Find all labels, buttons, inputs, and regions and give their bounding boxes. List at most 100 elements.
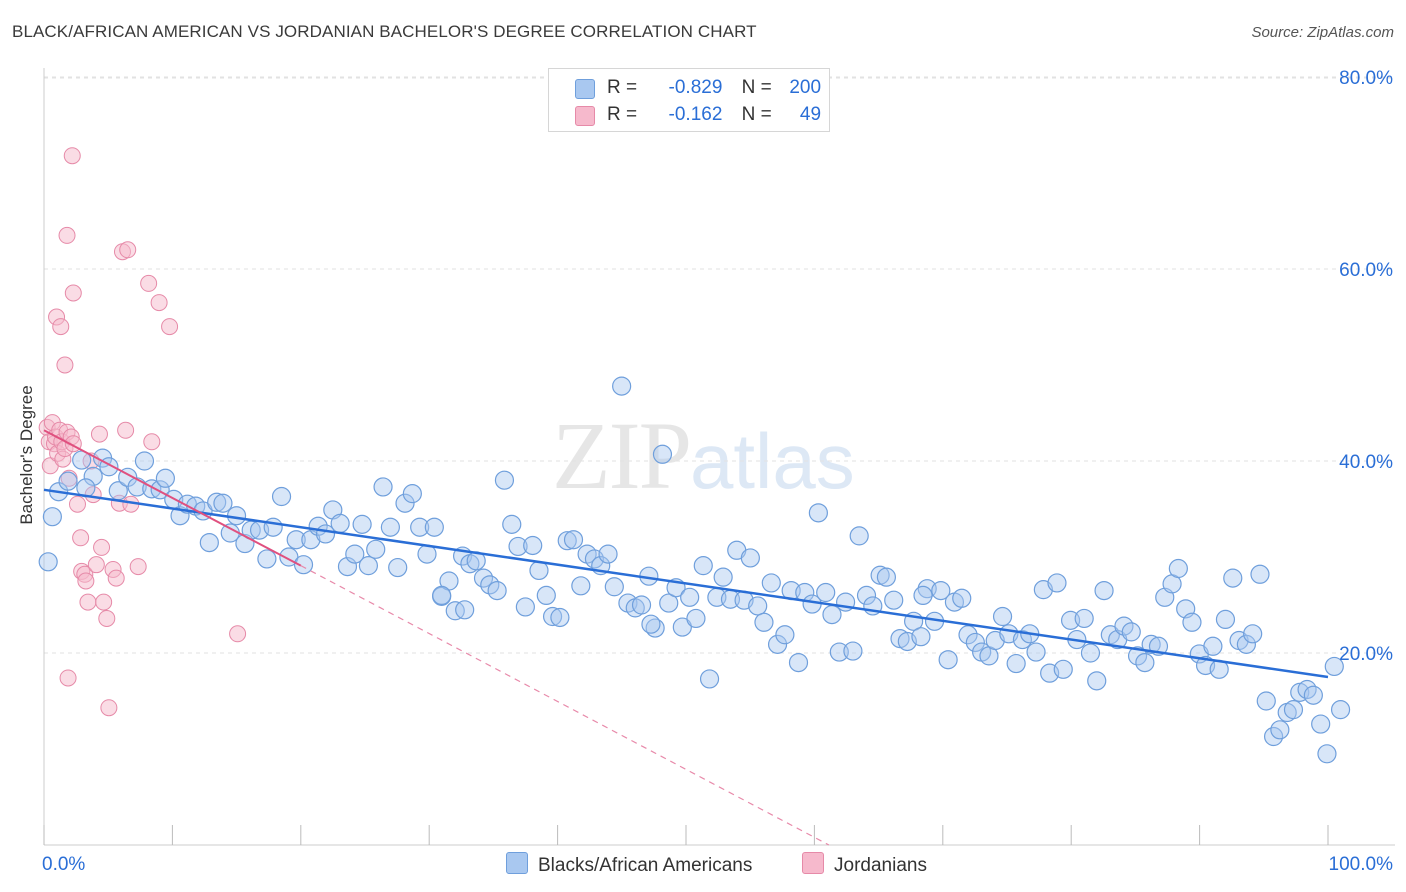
legend-r-label: R = [607, 104, 638, 125]
bottom-legend-label-blacks: Blacks/African Americans [538, 855, 753, 876]
correlation-legend: R = -0.829 N = 200 R = -0.162 N = 49 [548, 68, 830, 132]
watermark-zip: ZIP [552, 402, 692, 509]
blacks-point [455, 600, 475, 620]
jordanians-point [119, 241, 137, 259]
blacks-point [1094, 580, 1114, 601]
blacks-point [1047, 573, 1067, 593]
blacks-point [631, 595, 652, 615]
blacks-point [713, 567, 733, 587]
blacks-point [380, 517, 400, 537]
blacks-point [775, 625, 795, 645]
blacks-point [410, 517, 430, 537]
trend-lines [43, 429, 1329, 846]
blacks-point [829, 642, 849, 662]
blacks-point [293, 555, 314, 575]
blacks-point [1080, 643, 1101, 663]
blacks-point [1087, 671, 1107, 691]
blacks-point [761, 573, 781, 593]
jordanians-point [129, 558, 147, 576]
jordanians-point [59, 669, 77, 687]
blacks-point [38, 552, 58, 572]
blacks-point [913, 585, 933, 606]
jordanians-point [79, 593, 97, 611]
blacks-point [523, 535, 543, 556]
blacks-point [1324, 656, 1344, 677]
blacks-point [494, 470, 515, 490]
blacks-point [508, 536, 528, 557]
jordanians-point [58, 226, 76, 244]
blacks-point [849, 526, 869, 546]
blacks-point [83, 466, 103, 486]
blacks-point [686, 608, 706, 629]
jordanians-point [143, 433, 161, 451]
jordanians-point [100, 699, 118, 717]
legend-n-value-blacks: 200 [789, 77, 822, 98]
x-tick-label-min: 0.0% [42, 854, 85, 875]
bottom-legend-blacks: Blacks/African Americans [506, 852, 752, 877]
blacks-point [641, 614, 661, 634]
blacks-point [58, 471, 78, 491]
blacks-point [286, 530, 306, 550]
jordanians-point [52, 318, 70, 336]
blacks-point [1182, 612, 1202, 632]
blacks-point [992, 606, 1013, 627]
blacks-point [1141, 634, 1161, 654]
jordanians-points [38, 147, 247, 717]
blacks-point [432, 585, 452, 606]
y-tick-label: 20.0% [1339, 644, 1393, 665]
y-tick-label: 60.0% [1339, 260, 1393, 281]
blacks-point [1330, 700, 1351, 720]
blacks-point [767, 634, 788, 654]
blacks-point [1026, 642, 1046, 662]
blacks-point [856, 585, 877, 606]
blacks-point [207, 492, 227, 512]
jordanians-point [229, 625, 247, 643]
blacks-point [612, 376, 632, 396]
jordanians-trend-line [43, 429, 302, 567]
bottom-legend-jordanians: Jordanians [802, 852, 927, 877]
legend-r-value-jordanians: -0.162 [668, 104, 723, 125]
blacks-point [424, 517, 444, 537]
blacks-point [1283, 700, 1304, 720]
jordanians-point [87, 556, 105, 574]
blacks-point [604, 577, 624, 597]
y-axis-label: Bachelor's Degree [17, 385, 36, 525]
blacks-point [330, 513, 350, 534]
blacks-point [42, 507, 62, 527]
x-tick-label-max: 100.0% [1329, 854, 1394, 875]
jordanians-point [140, 274, 158, 292]
blacks-point [345, 544, 365, 564]
blacks-point [816, 582, 836, 603]
blacks-point [271, 486, 292, 507]
blacks-point [213, 493, 233, 513]
y-tick-label: 40.0% [1339, 452, 1393, 473]
legend-r-value-blacks: -0.829 [668, 77, 723, 98]
blacks-point [1127, 646, 1148, 666]
blacks-trend-line [43, 488, 1329, 679]
blacks-point [1006, 653, 1026, 674]
blacks-point [557, 531, 577, 551]
blacks-point [134, 451, 155, 471]
blacks-point [402, 484, 422, 504]
blacks-point [388, 557, 408, 578]
blacks-point [1121, 622, 1141, 642]
blacks-point [550, 607, 570, 628]
jordanians-point [117, 421, 135, 439]
blacks-point [366, 539, 386, 559]
blacks-point [931, 580, 951, 601]
blacks-point [659, 593, 679, 613]
blacks-point [808, 503, 828, 523]
blacks-point [699, 669, 720, 689]
grid-lines [44, 76, 1395, 654]
blacks-point [1135, 652, 1155, 673]
blacks-point [1317, 744, 1337, 764]
jordanians-point [93, 538, 111, 556]
blacks-point [952, 588, 972, 608]
jordanians-point [95, 593, 113, 611]
blacks-point [257, 549, 277, 569]
blacks-point [843, 641, 863, 661]
blacks-point [1223, 568, 1243, 588]
jordanians-point [107, 569, 125, 587]
blacks-point [754, 612, 774, 632]
jordanians-point [77, 572, 95, 590]
